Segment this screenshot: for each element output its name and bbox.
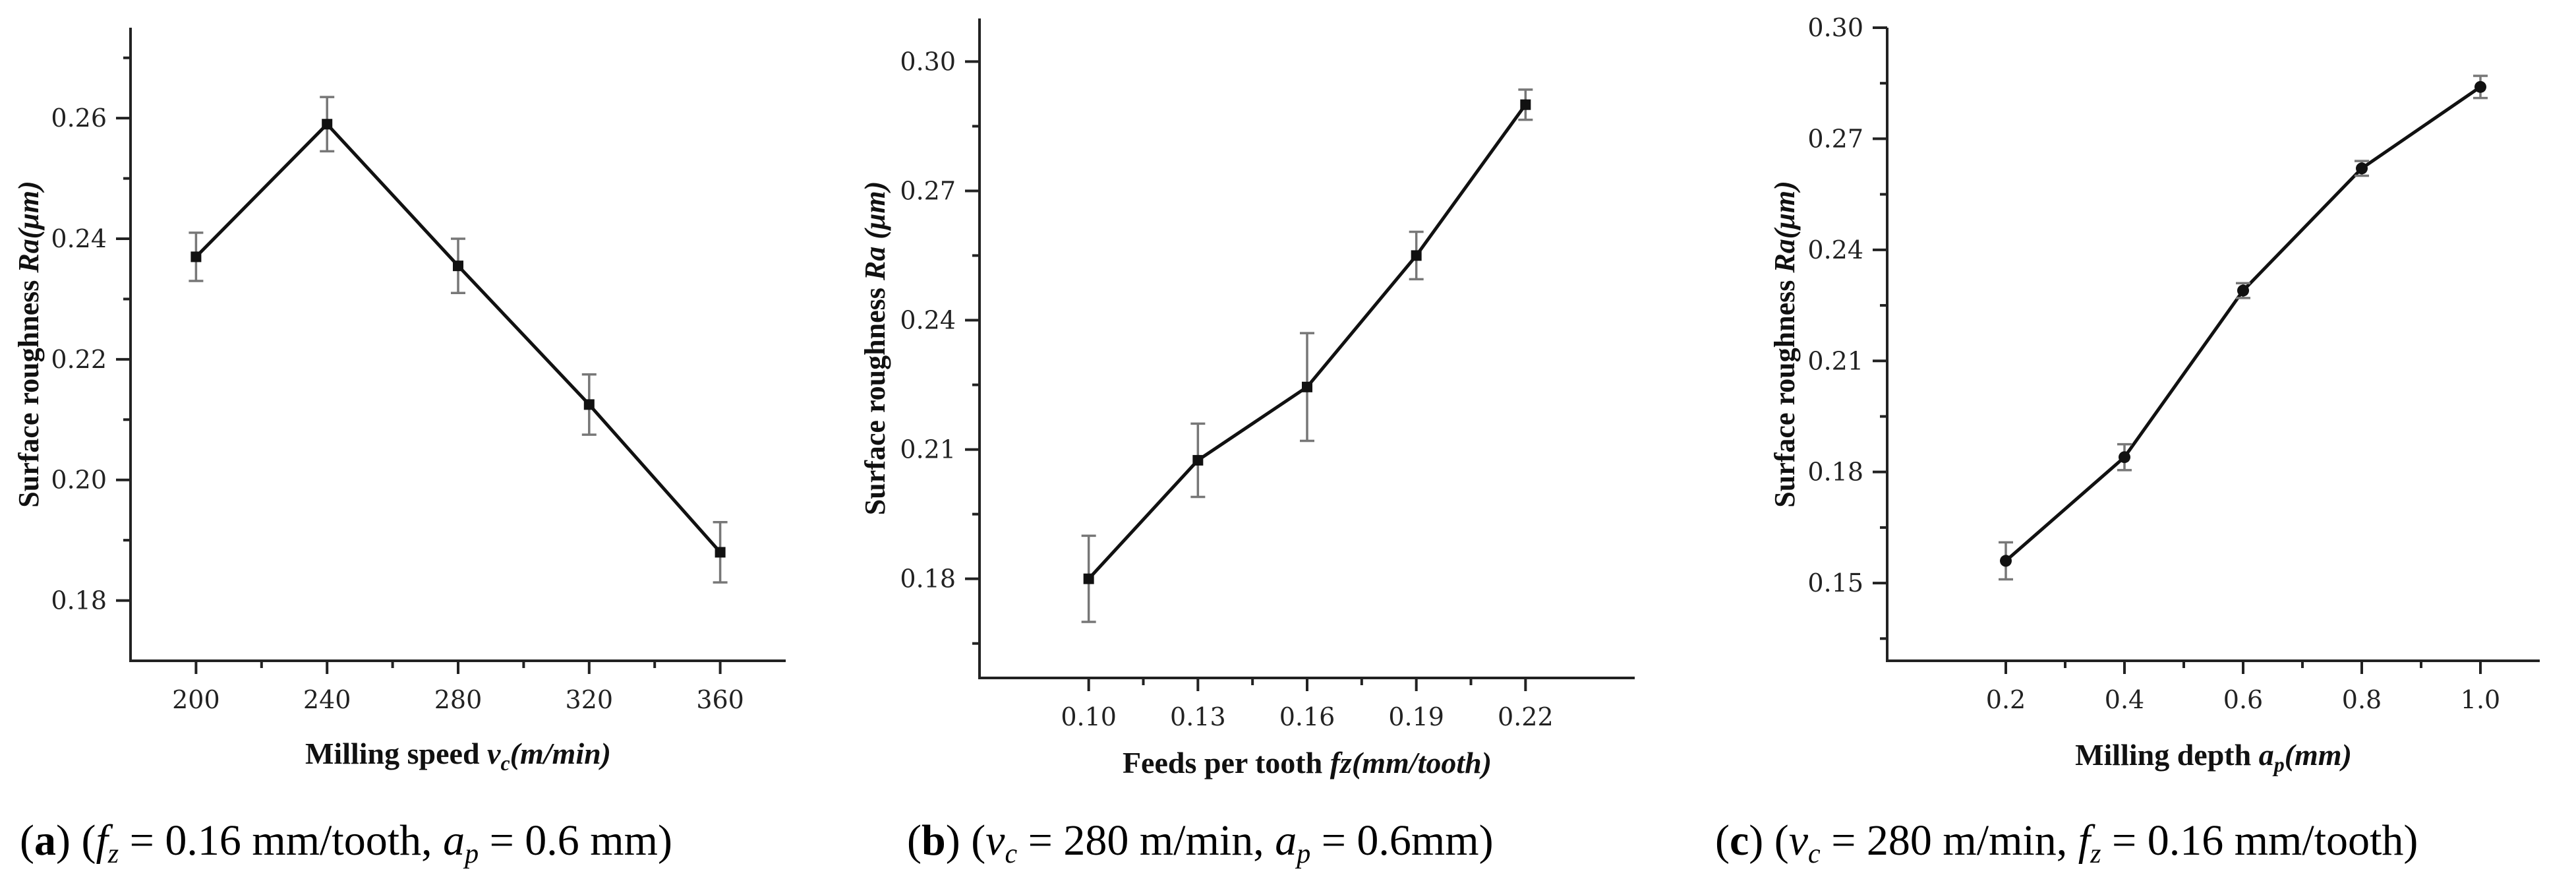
y-axis-label: Surface roughness Ra (μm) <box>859 181 891 515</box>
axes <box>129 28 786 662</box>
x-tick-label: 200 <box>172 685 220 714</box>
data-point <box>1083 573 1094 584</box>
x-tick-label: 0.10 <box>1061 702 1117 731</box>
x-axis-label: Milling speed vc(m/min) <box>305 737 611 775</box>
x-tick-label: 280 <box>434 685 483 714</box>
y-tick-label: 0.24 <box>51 224 107 253</box>
x-tick-label: 0.13 <box>1170 702 1226 731</box>
y-tick-label: 0.30 <box>1807 13 1863 42</box>
chart-panel-1: 0.18 0.20 0.22 0.24 0.26 200 240 280 320 360 Surfa… <box>13 28 786 869</box>
data-point <box>2119 451 2130 464</box>
x-tick-label: 0.22 <box>1498 702 1554 731</box>
x-tick-label: 320 <box>566 685 614 714</box>
y-tick-label: 0.21 <box>1807 346 1863 375</box>
x-tick-label: 0.19 <box>1388 702 1444 731</box>
data-point <box>2474 80 2486 93</box>
y-tick-label: 0.20 <box>51 466 107 495</box>
y-tick-label: 0.30 <box>900 47 956 76</box>
data-point <box>1192 454 1204 466</box>
chart-panel-2: 0.18 0.21 0.24 0.27 0.30 0.10 0.13 0.16 0.19 0.22… <box>859 18 1635 869</box>
data-point <box>2356 162 2368 175</box>
x-tick-label: 0.2 <box>1986 685 2026 714</box>
y-tick-label: 0.27 <box>1807 124 1863 153</box>
chart-panel-3: 0.15 0.18 0.21 0.24 0.27 0.30 0.2 0.4 0.6 0.8 1.0 S… <box>1715 13 2540 869</box>
x-tick-label: 0.16 <box>1279 702 1335 731</box>
series-line <box>2005 85 2482 563</box>
x-axis-label: Feeds per tooth fz(mm/tooth) <box>1123 746 1492 780</box>
y-tick-label: 0.24 <box>1807 235 1863 264</box>
y-tick-label: 0.24 <box>900 306 956 335</box>
y-tick-label: 0.15 <box>1807 568 1863 597</box>
y-tick-label: 0.22 <box>51 345 107 374</box>
data-point <box>322 119 333 130</box>
panel-caption: (c) (vc = 280 m/min, fz = 0.16 mm/tooth) <box>1715 816 2418 869</box>
data-point <box>583 399 595 410</box>
y-tick-label: 0.18 <box>51 586 107 615</box>
panel-caption: (b) (vc = 280 m/min, ap = 0.6mm) <box>907 816 1494 869</box>
axes <box>1886 28 2540 662</box>
x-tick-label: 360 <box>696 685 744 714</box>
y-tick-label: 0.26 <box>51 104 107 133</box>
data-point <box>190 251 202 262</box>
x-tick-label: 240 <box>303 685 351 714</box>
x-tick-label: 0.6 <box>2223 685 2263 714</box>
x-tick-label: 0.4 <box>2105 685 2144 714</box>
data-point <box>453 260 463 272</box>
x-tick-label: 0.8 <box>2342 685 2382 714</box>
data-point <box>2000 555 2012 567</box>
panel-caption: (a) (fz = 0.16 mm/tooth, ap = 0.6 mm) <box>20 816 672 869</box>
y-tick-label: 0.27 <box>900 176 956 205</box>
x-axis-label: Milling depth ap(mm) <box>2075 738 2352 776</box>
y-tick-label: 0.21 <box>900 435 956 464</box>
y-tick-label: 0.18 <box>1807 458 1863 487</box>
data-point <box>1520 99 1531 110</box>
y-axis-label: Surface roughness Ra(μm) <box>13 181 45 507</box>
data-point <box>2237 284 2249 297</box>
data-point <box>1411 250 1422 261</box>
x-tick-label: 1.0 <box>2461 685 2500 714</box>
y-axis-label: Surface roughness Ra(μm) <box>1769 181 1801 507</box>
y-tick-label: 0.18 <box>900 565 956 594</box>
series-line <box>194 121 722 554</box>
data-point <box>1302 381 1312 392</box>
data-point <box>715 547 726 558</box>
